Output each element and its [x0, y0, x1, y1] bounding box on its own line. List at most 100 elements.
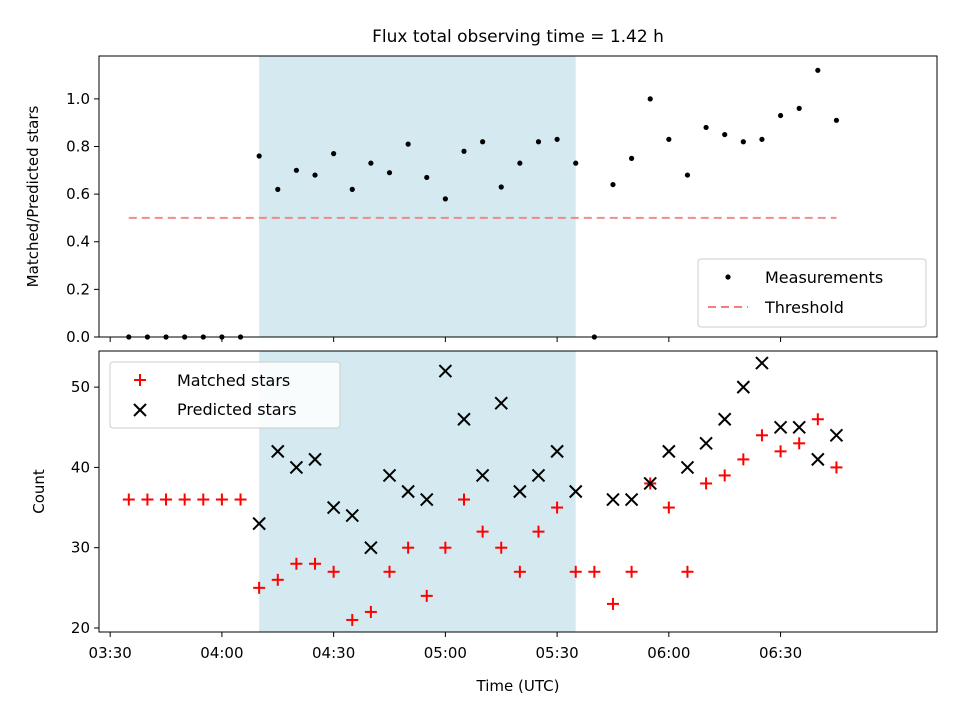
- matched-star-point: [439, 541, 452, 554]
- top-axes-frame: [98, 55, 938, 338]
- measurement-point: [535, 139, 542, 145]
- measurement-point: [740, 139, 746, 145]
- matched-star-point: [290, 557, 303, 570]
- top-observing-span: [259, 56, 576, 337]
- predicted-star-point: [717, 412, 732, 426]
- measurement-point: [573, 160, 579, 166]
- matched-star-point: [457, 493, 470, 506]
- predicted-star-point: [289, 460, 304, 475]
- predicted-star-point: [438, 364, 453, 378]
- top-y-tick-label: 1.0: [66, 90, 90, 108]
- matched-star-point: [346, 613, 359, 626]
- measurement-point: [815, 67, 821, 73]
- matched-star-point: [160, 493, 173, 506]
- matched-star-point: [700, 477, 713, 490]
- matched-star-point: [551, 501, 564, 514]
- matched-star-point: [662, 501, 675, 514]
- measurement-point: [759, 136, 765, 142]
- x-tick-label: 06:00: [647, 644, 690, 662]
- matched-star-point: [309, 557, 322, 570]
- matched-star-point: [588, 565, 601, 578]
- top-y-tick-label: 0.8: [66, 137, 90, 155]
- matched-star-point: [495, 541, 508, 554]
- predicted-star-point: [271, 444, 285, 459]
- predicted-star-point: [624, 492, 639, 507]
- matched-star-point: [718, 469, 731, 482]
- matched-star-point: [178, 493, 191, 506]
- measurement-point: [349, 186, 355, 192]
- measurement-point: [666, 136, 672, 142]
- bottom-y-tick-label: 50: [71, 378, 90, 396]
- measurement-point: [722, 131, 728, 138]
- matched-star-point: [830, 461, 843, 474]
- x-tick-label: 05:30: [535, 644, 578, 662]
- measurement-point: [331, 151, 337, 157]
- matched-star-point: [234, 493, 247, 506]
- predicted-star-point: [736, 380, 751, 394]
- predicted-star-point: [643, 476, 657, 491]
- top-y-tick-label: 0.2: [66, 280, 90, 298]
- predicted-star-point: [550, 444, 564, 459]
- matched-star-point: [253, 581, 266, 594]
- predicted-star-point: [513, 484, 527, 499]
- measurement-points: [126, 67, 840, 340]
- predicted-star-point: [308, 452, 322, 467]
- predicted-stars-points: [252, 356, 844, 555]
- predicted-star-point: [792, 420, 806, 434]
- measurement-point: [498, 184, 504, 190]
- measurement-point: [796, 105, 802, 111]
- predicted-star-point: [680, 460, 695, 475]
- measurement-point: [256, 153, 262, 159]
- top-panel: 0.0 0.2 0.4 0.6 0.8 1.0 Matched/Predicted sta…: [24, 55, 938, 346]
- legend-matched-marker: [134, 374, 146, 386]
- matched-star-point: [606, 597, 619, 610]
- top-y-tick-label: 0.4: [66, 233, 90, 251]
- measurement-point: [628, 155, 635, 161]
- matched-star-point: [364, 605, 377, 618]
- bottom-panel: 20 30 40 50 03:30 04:00 04:30 05:00 05:30 06:00 06…: [30, 350, 938, 695]
- legend-threshold-label: Threshold: [764, 298, 844, 317]
- measurement-point: [424, 174, 430, 181]
- predicted-star-point: [755, 356, 769, 370]
- matched-star-point: [402, 541, 415, 554]
- measurement-point: [442, 196, 448, 202]
- measurement-point: [275, 186, 281, 192]
- matched-star-point: [569, 565, 582, 578]
- predicted-star-point: [401, 484, 415, 499]
- matched-star-point: [681, 565, 694, 578]
- predicted-star-point: [420, 492, 434, 507]
- legend-measurements-marker: [725, 274, 731, 280]
- x-tick-label: 06:30: [759, 644, 802, 662]
- matched-star-point: [327, 565, 340, 578]
- matched-star-point: [774, 445, 787, 458]
- top-legend: Measurements Threshold: [697, 258, 927, 328]
- matched-star-point: [513, 565, 526, 578]
- legend-predicted-marker: [133, 403, 147, 417]
- top-y-tick-label: 0.6: [66, 185, 90, 203]
- matched-star-point: [383, 565, 396, 578]
- predicted-star-point: [382, 468, 397, 483]
- matched-star-point: [625, 565, 638, 578]
- predicted-star-point: [662, 444, 676, 459]
- measurement-point: [480, 139, 486, 145]
- matched-star-point: [141, 493, 154, 506]
- measurement-point: [461, 148, 467, 154]
- measurement-point: [554, 136, 560, 142]
- measurement-point: [293, 167, 299, 173]
- matched-star-point: [122, 493, 135, 506]
- predicted-star-point: [606, 492, 620, 507]
- predicted-star-point: [569, 484, 583, 499]
- measurement-point: [368, 160, 374, 166]
- measurement-point: [703, 124, 709, 131]
- matched-star-point: [811, 413, 824, 426]
- measurement-point: [517, 160, 523, 166]
- x-tick-label: 04:00: [200, 644, 243, 662]
- predicted-star-point: [326, 500, 341, 515]
- top-y-tick-label: 0.0: [66, 328, 90, 346]
- matched-star-point: [755, 429, 768, 442]
- x-axis-label: Time (UTC): [476, 677, 560, 695]
- legend-matched-label: Matched stars: [177, 371, 290, 390]
- measurement-point: [405, 141, 411, 147]
- predicted-star-point: [829, 428, 844, 443]
